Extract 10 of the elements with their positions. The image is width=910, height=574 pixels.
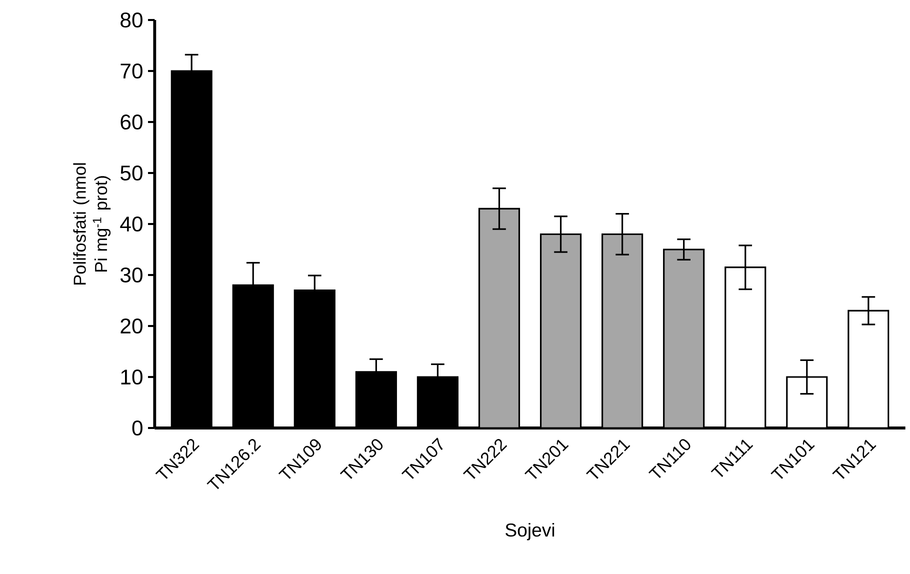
y-tick-label: 40 xyxy=(120,216,142,232)
y-tick-label: 80 xyxy=(120,12,142,28)
y-tick-label: 10 xyxy=(121,369,142,385)
y-tick-label: 50 xyxy=(120,165,142,181)
y-tick-label: 60 xyxy=(120,114,142,130)
y-tick-label: 0 xyxy=(132,420,142,436)
x-axis-title: Sojevi xyxy=(506,522,554,540)
y-tick-label: 30 xyxy=(120,267,142,283)
y-tick-label: 70 xyxy=(120,63,142,79)
y-tick-label: 20 xyxy=(120,318,142,334)
